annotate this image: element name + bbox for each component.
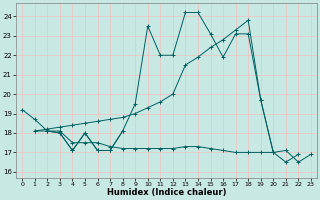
X-axis label: Humidex (Indice chaleur): Humidex (Indice chaleur) [107,188,226,197]
